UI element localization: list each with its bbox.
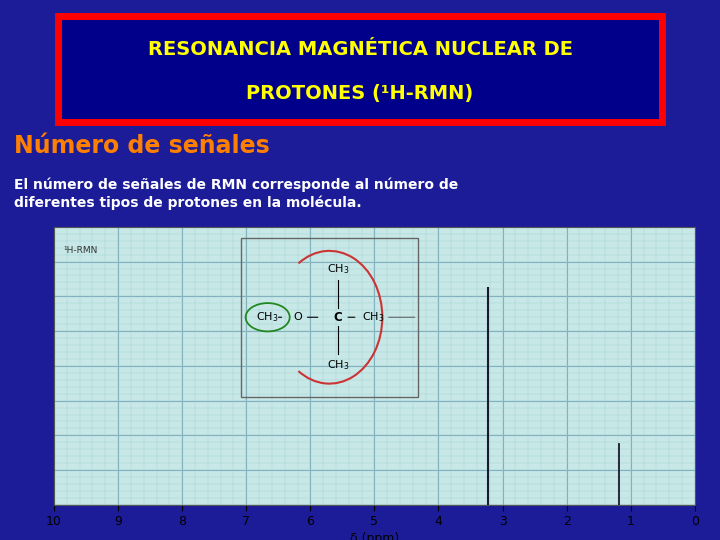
Text: CH$_3$: CH$_3$ xyxy=(327,358,349,372)
Text: diferentes tipos de protones en la molécula.: diferentes tipos de protones en la moléc… xyxy=(14,195,362,210)
Text: CH$_3$: CH$_3$ xyxy=(327,262,349,276)
Text: ¹H-RMN: ¹H-RMN xyxy=(63,246,98,255)
Text: CH$_3$: CH$_3$ xyxy=(256,310,279,324)
Text: PROTONES (¹H-RMN): PROTONES (¹H-RMN) xyxy=(246,84,474,104)
Text: Número de señales: Número de señales xyxy=(14,134,270,158)
Text: O: O xyxy=(293,312,302,322)
X-axis label: δ (ppm): δ (ppm) xyxy=(350,532,399,540)
FancyBboxPatch shape xyxy=(58,16,662,122)
Text: El número de señales de RMN corresponde al número de: El número de señales de RMN corresponde … xyxy=(14,178,459,192)
Text: RESONANCIA MAGNÉTICA NUCLEAR DE: RESONANCIA MAGNÉTICA NUCLEAR DE xyxy=(148,40,572,59)
Text: CH$_3$: CH$_3$ xyxy=(362,310,384,324)
Text: C: C xyxy=(334,310,343,324)
